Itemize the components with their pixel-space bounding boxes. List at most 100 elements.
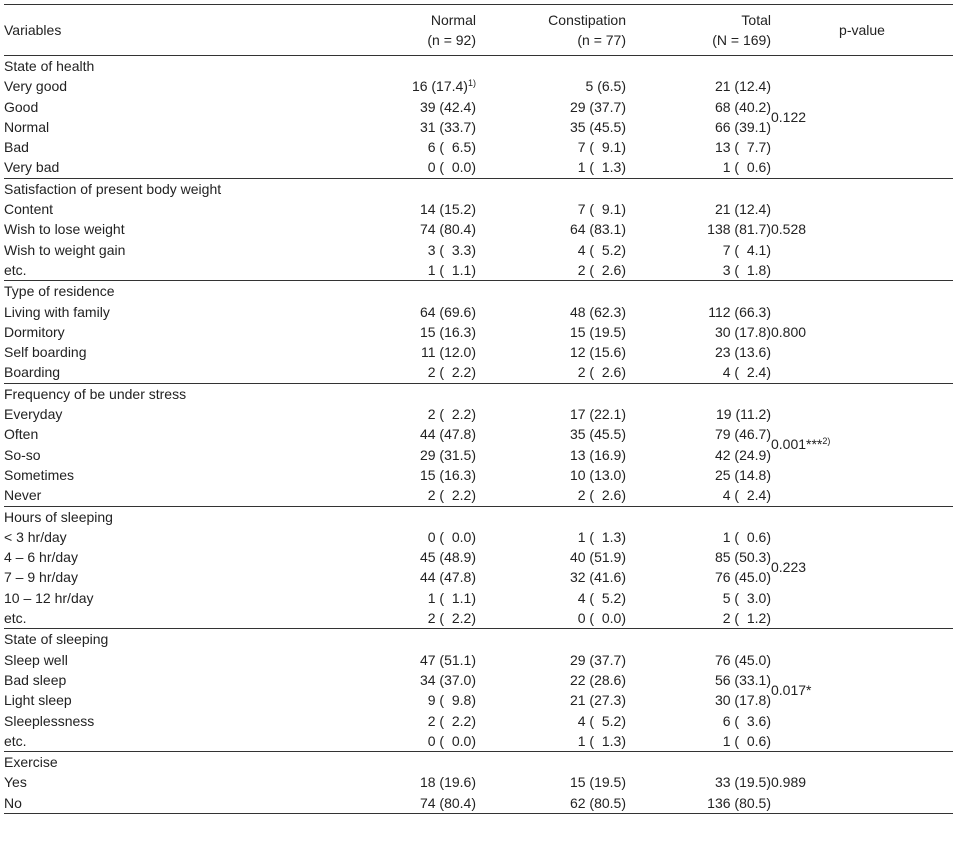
table-row: Self boarding 11 (12.0) 12 (15.6) 23 (13.6) [4, 342, 953, 362]
cell-normal: 2 ( 2.2) [344, 404, 476, 424]
section-header-row: Satisfaction of present body weight 0.528 [4, 178, 953, 238]
cell-normal: 47 (51.1) [344, 650, 476, 670]
cell-total: 4 ( 2.4) [626, 362, 771, 383]
table-row: No 74 (80.4) 62 (80.5) 136 (80.5) [4, 793, 953, 814]
cell-value: 35 (45.5) [569, 426, 626, 443]
cell-value: 85 (50.3) [714, 549, 771, 566]
p-value: 0.017* [771, 629, 953, 752]
cell-total: 30 (17.8) [626, 690, 771, 710]
cell-value: 19 (11.2) [716, 406, 771, 423]
cell-value: 1 ( 1.3) [577, 732, 626, 749]
cell-value: 17 (22.1) [569, 406, 626, 423]
table-row: Bad 6 ( 6.5) 7 ( 9.1) 13 ( 7.7) [4, 137, 953, 157]
cell-total: 42 (24.9) [626, 445, 771, 465]
cell-constipation: 35 (45.5) [476, 117, 626, 137]
cell-value: 42 (24.9) [714, 446, 771, 463]
section-header-row: State of sleeping 0.017* [4, 629, 953, 698]
cell-value: 74 (80.4) [419, 221, 476, 238]
cell-constipation: 4 ( 5.2) [476, 588, 626, 608]
cell-constipation: 4 ( 5.2) [476, 711, 626, 731]
cell-total: 112 (66.3) [626, 302, 771, 322]
cell-constipation: 1 ( 1.3) [476, 527, 626, 547]
row-label: Bad [4, 139, 29, 156]
table-section: State of health 0.122 Very good 16 (17.4)1)… [4, 56, 953, 179]
section-header-row: Frequency of be under stress 0.001***2) [4, 383, 953, 453]
table-row: Normal 31 (33.7) 35 (45.5) 66 (39.1) [4, 117, 953, 137]
cell-value: 1 ( 0.6) [722, 528, 771, 545]
cell-normal: 0 ( 0.0) [344, 731, 476, 752]
row-label: Very good [4, 78, 68, 95]
p-value-text: 0.001*** [771, 436, 823, 453]
cell-constipation: 0 ( 0.0) [476, 608, 626, 629]
empty-cell [626, 281, 771, 302]
cell-total: 68 (40.2) [626, 97, 771, 117]
section-header-row: Hours of sleeping 0.223 [4, 506, 953, 576]
cell-constipation: 2 ( 2.6) [476, 485, 626, 506]
cell-normal: 45 (48.9) [344, 547, 476, 567]
cell-value: 15 (19.5) [569, 774, 626, 791]
p-value-text: 0.800 [771, 323, 807, 340]
empty-cell [344, 56, 476, 77]
p-value-text: 0.223 [771, 559, 807, 576]
cell-value: 1 ( 0.6) [722, 732, 771, 749]
cell-value: 18 (19.6) [419, 774, 476, 791]
cell-value: 2 ( 2.2) [427, 487, 476, 504]
header-constipation-label: Constipation [548, 12, 626, 28]
header-normal-label: Normal [430, 12, 476, 28]
cell-total: 30 (17.8) [626, 322, 771, 342]
header-normal-n: (n = 92) [427, 32, 476, 48]
empty-cell [626, 178, 771, 199]
row-label: Sleeplessness [4, 712, 95, 729]
cell-total: 79 (46.7) [626, 424, 771, 444]
cell-normal: 11 (12.0) [344, 342, 476, 362]
section-header-row: Exercise 0.989 [4, 752, 953, 790]
cell-value: 4 ( 2.4) [722, 487, 771, 504]
cell-constipation: 64 (83.1) [476, 219, 626, 239]
cell-value: 29 (37.7) [569, 98, 626, 115]
cell-value: 10 (13.0) [569, 466, 626, 483]
cell-value: 7 ( 4.1) [722, 241, 771, 258]
empty-cell [476, 506, 626, 527]
cell-constipation: 48 (62.3) [476, 302, 626, 322]
table-row: Sleep well 47 (51.1) 29 (37.7) 76 (45.0) [4, 650, 953, 670]
p-value: 0.528 [771, 178, 953, 280]
table-section: Hours of sleeping 0.223 < 3 hr/day 0 ( 0.0)… [4, 506, 953, 629]
cell-constipation: 15 (19.5) [476, 772, 626, 792]
table-row: Content 14 (15.2) 7 ( 9.1) 21 (12.4) [4, 199, 953, 219]
data-table: Variables Normal (n = 92) Constipation (… [4, 4, 953, 814]
cell-value: 5 (6.5) [585, 78, 626, 95]
cell-normal: 44 (47.8) [344, 567, 476, 587]
cell-constipation: 2 ( 2.6) [476, 260, 626, 281]
cell-value: 33 (19.5) [714, 774, 771, 791]
cell-value: 2 ( 2.2) [427, 364, 476, 381]
cell-value: 21 (12.4) [714, 78, 771, 95]
cell-value: 48 (62.3) [569, 303, 626, 320]
cell-value: 47 (51.1) [419, 651, 476, 668]
cell-value: 4 ( 5.2) [577, 712, 626, 729]
cell-value: 35 (45.5) [569, 118, 626, 135]
cell-total: 1 ( 0.6) [626, 527, 771, 547]
cell-value: 29 (31.5) [419, 446, 476, 463]
cell-value: 7 ( 9.1) [577, 201, 626, 218]
cell-value: 22 (28.6) [569, 671, 626, 688]
cell-value: 0 ( 0.0) [577, 610, 626, 627]
cell-constipation: 10 (13.0) [476, 465, 626, 485]
table-row: So-so 29 (31.5) 13 (16.9) 42 (24.9) [4, 445, 953, 465]
cell-constipation: 13 (16.9) [476, 445, 626, 465]
p-value-text: 0.017* [771, 682, 812, 699]
cell-value: 2 ( 2.6) [577, 261, 626, 278]
cell-total: 19 (11.2) [626, 404, 771, 424]
section-title: Satisfaction of present body weight [4, 180, 222, 197]
cell-constipation: 12 (15.6) [476, 342, 626, 362]
p-value-text: 0.122 [771, 108, 807, 125]
table-section: Exercise 0.989 Yes 18 (19.6) 15 (19.5) 33 (19… [4, 752, 953, 814]
cell-normal: 18 (19.6) [344, 772, 476, 792]
cell-normal: 14 (15.2) [344, 199, 476, 219]
empty-cell [476, 752, 626, 773]
cell-value: 68 (40.2) [714, 98, 771, 115]
table-row: Wish to lose weight 74 (80.4) 64 (83.1) 138… [4, 219, 953, 239]
row-label: Often [4, 426, 39, 443]
table-row: Very bad 0 ( 0.0) 1 ( 1.3) 1 ( 0.6) [4, 157, 953, 178]
row-label: Content [4, 201, 54, 218]
table-row: etc. 2 ( 2.2) 0 ( 0.0) 2 ( 1.2) [4, 608, 953, 629]
